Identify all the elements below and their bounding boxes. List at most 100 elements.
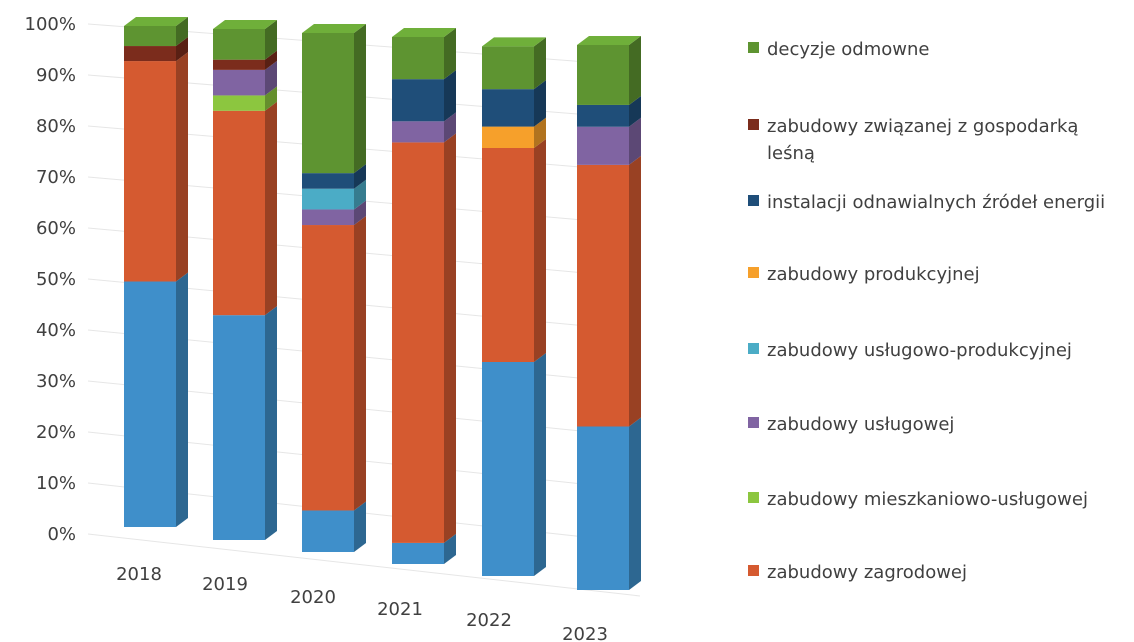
- legend-label: zabudowy usługowej: [767, 414, 955, 435]
- legend-swatch: [748, 119, 759, 130]
- legend-item: zabudowy związanej z gospodarką leśną: [748, 113, 1122, 167]
- legend-swatch: [748, 267, 759, 278]
- legend-item: zabudowy produkcyjnej: [748, 261, 1122, 288]
- y-tick-label: 100%: [25, 14, 76, 35]
- bar-segment: [124, 26, 176, 47]
- legend-item: zabudowy mieszkaniowo-usługowej: [748, 486, 1122, 513]
- bar-segment: [482, 46, 534, 90]
- legend-label: zabudowy mieszkaniowo-usługowej: [767, 489, 1088, 510]
- bar-segment: [302, 173, 354, 189]
- x-category-label: 2019: [202, 574, 248, 595]
- bar-segment-side: [629, 36, 641, 105]
- bar-segment-side: [534, 353, 546, 576]
- bar-segment: [392, 121, 444, 143]
- bar-segment: [577, 164, 629, 427]
- bar-segment-side: [444, 133, 456, 543]
- x-axis-categories: 2018 2019 2020 2021 2022 2023: [116, 564, 608, 642]
- legend-swatch: [748, 417, 759, 428]
- bar-segment: [213, 69, 265, 96]
- x-category-label: 2020: [290, 587, 336, 608]
- legend-swatch: [748, 565, 759, 576]
- legend-label: zabudowy produkcyjnej: [767, 264, 980, 285]
- bar-segment-side: [176, 272, 188, 527]
- bar-segment-side: [265, 86, 277, 111]
- bar-segment-side: [354, 501, 366, 552]
- y-tick-label: 10%: [36, 473, 76, 494]
- bar-segment-side: [629, 417, 641, 590]
- bar-segment-side: [629, 95, 641, 127]
- y-tick-label: 60%: [36, 218, 76, 239]
- bar-stack-2019: [213, 20, 277, 540]
- legend-label: zabudowy usługowo-produkcyjnej: [767, 340, 1072, 361]
- y-tick-label: 80%: [36, 116, 76, 137]
- y-tick-label: 50%: [36, 269, 76, 290]
- x-category-label: 2021: [377, 599, 423, 620]
- y-tick-label: 30%: [36, 371, 76, 392]
- bar-segment: [124, 61, 176, 282]
- bar-stack-2018: [124, 17, 188, 527]
- legend-swatch: [748, 42, 759, 53]
- bar-segment-side: [176, 37, 188, 62]
- legend-swatch: [748, 195, 759, 206]
- bar-segment: [213, 110, 265, 316]
- bar-segment: [124, 281, 176, 527]
- bar-segment: [213, 59, 265, 70]
- legend-label: zabudowy zagrodowej: [767, 562, 968, 583]
- bar-stack-2021: [392, 28, 456, 564]
- y-tick-label: 40%: [36, 320, 76, 341]
- bar-segment: [302, 209, 354, 226]
- bar-segment-side: [265, 60, 277, 96]
- bar-stack-2023: [577, 36, 641, 590]
- bar-segment-side: [444, 28, 456, 80]
- bar-segment: [482, 126, 534, 148]
- bar-segment-side: [176, 52, 188, 282]
- legend-swatch: [748, 492, 759, 503]
- bar-segment: [482, 89, 534, 127]
- y-axis-ticks: 0% 10% 20% 30% 40% 50% 60% 70% 80% 90% 100%: [25, 14, 76, 545]
- bar-segment: [124, 46, 176, 62]
- bar-segment: [577, 104, 629, 127]
- bar-top-face: [392, 28, 456, 37]
- x-category-label: 2023: [562, 624, 608, 642]
- bar-segment-side: [444, 112, 456, 143]
- bar-segment: [392, 37, 444, 80]
- bar-segment-side: [534, 139, 546, 362]
- bar-segment-side: [354, 179, 366, 210]
- bar-segment-side: [629, 155, 641, 427]
- bar-segment: [213, 95, 265, 111]
- legend-item: zabudowy zagrodowej: [748, 559, 1122, 586]
- legend-label: decyzje odmowne: [767, 39, 930, 60]
- bar-top-face: [124, 17, 188, 26]
- bars: [124, 17, 641, 590]
- bar-segment: [302, 225, 354, 511]
- x-category-label: 2022: [466, 610, 512, 631]
- legend-item: zabudowy usługowej: [748, 411, 1122, 438]
- bar-segment-side: [534, 80, 546, 127]
- bar-top-face: [302, 24, 366, 33]
- bar-segment-side: [265, 50, 277, 70]
- bar-segment: [302, 510, 354, 552]
- bar-top-face: [577, 36, 641, 45]
- bar-segment-side: [444, 70, 456, 122]
- bar-segment-side: [354, 216, 366, 511]
- bar-segment-side: [354, 164, 366, 189]
- legend-label: zabudowy związanej z gospodarką leśną: [767, 116, 1079, 164]
- bar-segment-side: [444, 533, 456, 564]
- bar-segment: [392, 142, 444, 543]
- bar-top-face: [213, 20, 277, 29]
- legend-item: zabudowy usługowo-produkcyjnej: [748, 337, 1122, 364]
- bar-segment-side: [534, 117, 546, 148]
- y-tick-label: 70%: [36, 167, 76, 188]
- bar-top-face: [482, 37, 546, 47]
- bar-stack-2022: [482, 37, 546, 576]
- bar-segment: [302, 188, 354, 210]
- bar-segment-side: [265, 306, 277, 540]
- bar-segment-side: [265, 20, 277, 60]
- bar-segment-side: [354, 24, 366, 174]
- gridline: [87, 533, 641, 597]
- legend-label: instalacji odnawialnych źródeł energii: [767, 192, 1106, 213]
- bar-segment: [392, 79, 444, 122]
- bar-segment: [577, 45, 629, 105]
